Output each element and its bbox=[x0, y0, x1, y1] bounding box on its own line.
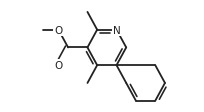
Text: O: O bbox=[54, 25, 63, 35]
Text: O: O bbox=[54, 61, 63, 71]
Text: N: N bbox=[113, 25, 120, 35]
